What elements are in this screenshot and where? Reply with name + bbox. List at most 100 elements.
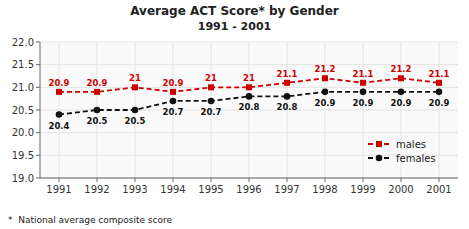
tick-label: 22.0	[12, 37, 34, 48]
data-label: 21	[243, 73, 255, 83]
grid-line	[40, 178, 458, 179]
tick-mark	[325, 178, 326, 182]
data-point	[322, 75, 328, 81]
legend-label: males	[396, 139, 426, 150]
tick-label: 20.0	[12, 127, 34, 138]
data-label: 20.8	[239, 102, 260, 112]
data-point	[284, 80, 290, 86]
data-label: 20.8	[277, 102, 298, 112]
data-label: 20.9	[429, 98, 450, 108]
data-label: 21	[205, 73, 217, 83]
legend-marker	[376, 141, 382, 147]
data-label: 20.4	[49, 121, 70, 131]
data-point	[94, 89, 100, 95]
data-point	[56, 111, 63, 118]
chart: Average ACT Score* by Gender 1991 - 2001 1…	[0, 0, 469, 229]
tick-label: 2000	[388, 184, 413, 195]
grid-line	[363, 42, 364, 178]
tick-mark	[36, 64, 40, 65]
x-axis: 1991 1992 1993 1994 1995 1996 1997 1998 1999 2000…	[46, 42, 451, 195]
tick-mark	[36, 42, 40, 43]
data-point	[246, 84, 252, 90]
tick-mark	[135, 178, 136, 182]
data-point	[398, 89, 405, 96]
tick-label: 21.0	[12, 82, 34, 93]
tick-label: 21.5	[12, 59, 34, 70]
data-label: 20.9	[391, 98, 412, 108]
tick-mark	[249, 178, 250, 182]
data-label: 21	[129, 73, 141, 83]
data-label: 20.5	[87, 116, 108, 126]
data-point	[398, 75, 404, 81]
data-label: 20.9	[353, 98, 374, 108]
data-labels: 20.920.92120.9212121.121.221.121.221.120…	[49, 64, 450, 130]
legend-label: females	[396, 153, 436, 164]
data-point	[56, 89, 62, 95]
tick-label: 1994	[160, 184, 185, 195]
legend: males females	[368, 139, 436, 164]
tick-label: 20.5	[12, 105, 34, 116]
data-label: 20.9	[315, 98, 336, 108]
data-label: 21.2	[315, 64, 336, 74]
data-point	[94, 107, 101, 114]
data-label: 20.9	[49, 78, 70, 88]
data-point	[360, 80, 366, 86]
data-label: 20.9	[163, 78, 184, 88]
grid-line	[439, 42, 440, 178]
tick-label: 1995	[198, 184, 223, 195]
data-point	[170, 98, 177, 105]
grid-line	[59, 42, 60, 178]
tick-mark	[36, 87, 40, 88]
tick-mark	[211, 178, 212, 182]
tick-label: 1996	[236, 184, 261, 195]
tick-mark	[97, 178, 98, 182]
y-axis-line	[40, 42, 41, 178]
tick-mark	[36, 110, 40, 111]
tick-mark	[36, 155, 40, 156]
tick-label: 2001	[426, 184, 451, 195]
data-point	[322, 89, 329, 96]
tick-mark	[36, 132, 40, 133]
tick-label: 1991	[46, 184, 71, 195]
tick-mark	[36, 178, 40, 179]
tick-label: 19.0	[12, 173, 34, 184]
grid-line	[325, 42, 326, 178]
tick-label: 19.5	[12, 150, 34, 161]
tick-label: 1992	[84, 184, 109, 195]
data-point	[360, 89, 367, 96]
x-axis-line	[40, 178, 458, 179]
series-line	[59, 92, 439, 115]
tick-mark	[59, 178, 60, 182]
footnote: * National average composite score	[8, 215, 172, 225]
data-label: 21.1	[353, 69, 374, 79]
tick-label: 1997	[274, 184, 299, 195]
plot-area	[40, 42, 458, 178]
data-label: 20.9	[87, 78, 108, 88]
data-point	[132, 84, 138, 90]
subtitle: 1991 - 2001	[198, 20, 271, 33]
tick-mark	[363, 178, 364, 182]
title: Average ACT Score* by Gender	[130, 4, 339, 18]
tick-label: 1999	[350, 184, 375, 195]
data-point	[208, 84, 214, 90]
data-label: 20.7	[163, 107, 184, 117]
tick-mark	[401, 178, 402, 182]
tick-label: 1993	[122, 184, 147, 195]
data-point	[170, 89, 176, 95]
tick-mark	[173, 178, 174, 182]
data-point	[436, 89, 443, 96]
data-label: 21.1	[429, 69, 450, 79]
data-point	[208, 98, 215, 105]
y-axis: 19.0 19.5 20.0 20.5 21.0 21.5 22.0	[12, 37, 458, 184]
data-label: 20.5	[125, 116, 146, 126]
data-label: 21.2	[391, 64, 412, 74]
data-point	[436, 80, 442, 86]
tick-mark	[439, 178, 440, 182]
data-point	[246, 93, 253, 100]
data-point	[132, 107, 139, 114]
tick-label: 1998	[312, 184, 337, 195]
legend-marker	[376, 155, 383, 162]
data-point	[284, 93, 291, 100]
tick-mark	[287, 178, 288, 182]
data-label: 20.7	[201, 107, 222, 117]
